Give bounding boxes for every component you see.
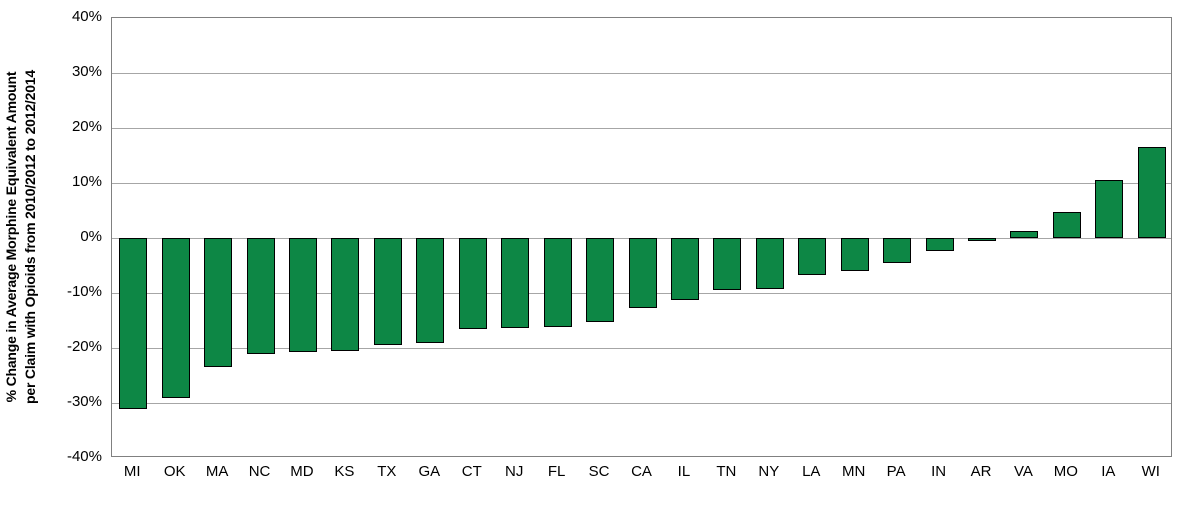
bar-MO	[1052, 211, 1081, 238]
y-tick--20: -20%	[66, 338, 102, 355]
x-tick-CA: CA	[631, 463, 652, 480]
y-axis-title-line1: % Change in Average Morphine Equivalent …	[3, 71, 19, 403]
y-tick--10: -10%	[66, 283, 102, 300]
x-tick-MI: MI	[123, 463, 141, 480]
bar-NC	[246, 238, 275, 354]
gridline-30	[112, 73, 1171, 74]
plot-area	[111, 17, 1172, 457]
bar-MI	[119, 238, 148, 409]
bar-MN	[840, 238, 869, 271]
y-tick-0: 0%	[80, 228, 102, 245]
bar-PA	[883, 238, 912, 263]
x-tick-OK: OK	[163, 463, 186, 480]
gridline-20	[112, 128, 1171, 129]
gridline-10	[112, 183, 1171, 184]
x-tick-IN: IN	[931, 463, 947, 480]
bar-CA	[628, 238, 657, 309]
bar-TN	[713, 238, 742, 291]
x-tick-AR: AR	[970, 463, 992, 480]
x-tick-VA: VA	[1014, 463, 1033, 480]
x-tick-TX: TX	[377, 463, 397, 480]
bar-NY	[755, 238, 784, 290]
y-tick-40: 40%	[71, 8, 102, 25]
y-tick-10: 10%	[71, 173, 102, 190]
x-tick-IA: IA	[1101, 463, 1116, 480]
x-tick-MA: MA	[205, 463, 229, 480]
x-tick-CT: CT	[461, 463, 482, 480]
bar-KS	[331, 238, 360, 351]
bar-AR	[968, 238, 997, 241]
x-tick-GA: GA	[418, 463, 441, 480]
x-tick-PA: PA	[886, 463, 906, 480]
x-tick-MO: MO	[1053, 463, 1078, 480]
y-tick--40: -40%	[66, 448, 102, 465]
gridline--30	[112, 403, 1171, 404]
bar-OK	[161, 238, 190, 398]
y-tick-20: 20%	[71, 118, 102, 135]
bar-SC	[586, 238, 615, 323]
bar-LA	[798, 238, 827, 276]
bar-GA	[416, 238, 445, 343]
bar-WI	[1137, 147, 1166, 238]
x-tick-NC: NC	[248, 463, 271, 480]
bar-CT	[458, 238, 487, 329]
x-tick-SC: SC	[588, 463, 610, 480]
x-tick-NJ: NJ	[505, 463, 524, 480]
bar-NJ	[501, 238, 530, 329]
bar-IN	[925, 238, 954, 251]
bar-MA	[204, 238, 233, 368]
x-tick-LA: LA	[802, 463, 821, 480]
x-tick-FL: FL	[547, 463, 566, 480]
bar-VA	[1010, 231, 1039, 238]
x-tick-MN: MN	[842, 463, 866, 480]
x-tick-TN: TN	[716, 463, 737, 480]
bar-TX	[373, 238, 402, 345]
x-tick-IL: IL	[677, 463, 691, 480]
y-tick--30: -30%	[66, 393, 102, 410]
bar-FL	[543, 238, 572, 328]
bar-MD	[288, 238, 317, 352]
x-tick-MD: MD	[290, 463, 314, 480]
x-tick-WI: WI	[1141, 463, 1160, 480]
gridline--20	[112, 348, 1171, 349]
bar-IA	[1095, 179, 1124, 238]
y-tick-30: 30%	[71, 63, 102, 80]
bar-IL	[670, 238, 699, 301]
x-tick-NY: NY	[758, 463, 780, 480]
x-tick-KS: KS	[334, 463, 355, 480]
